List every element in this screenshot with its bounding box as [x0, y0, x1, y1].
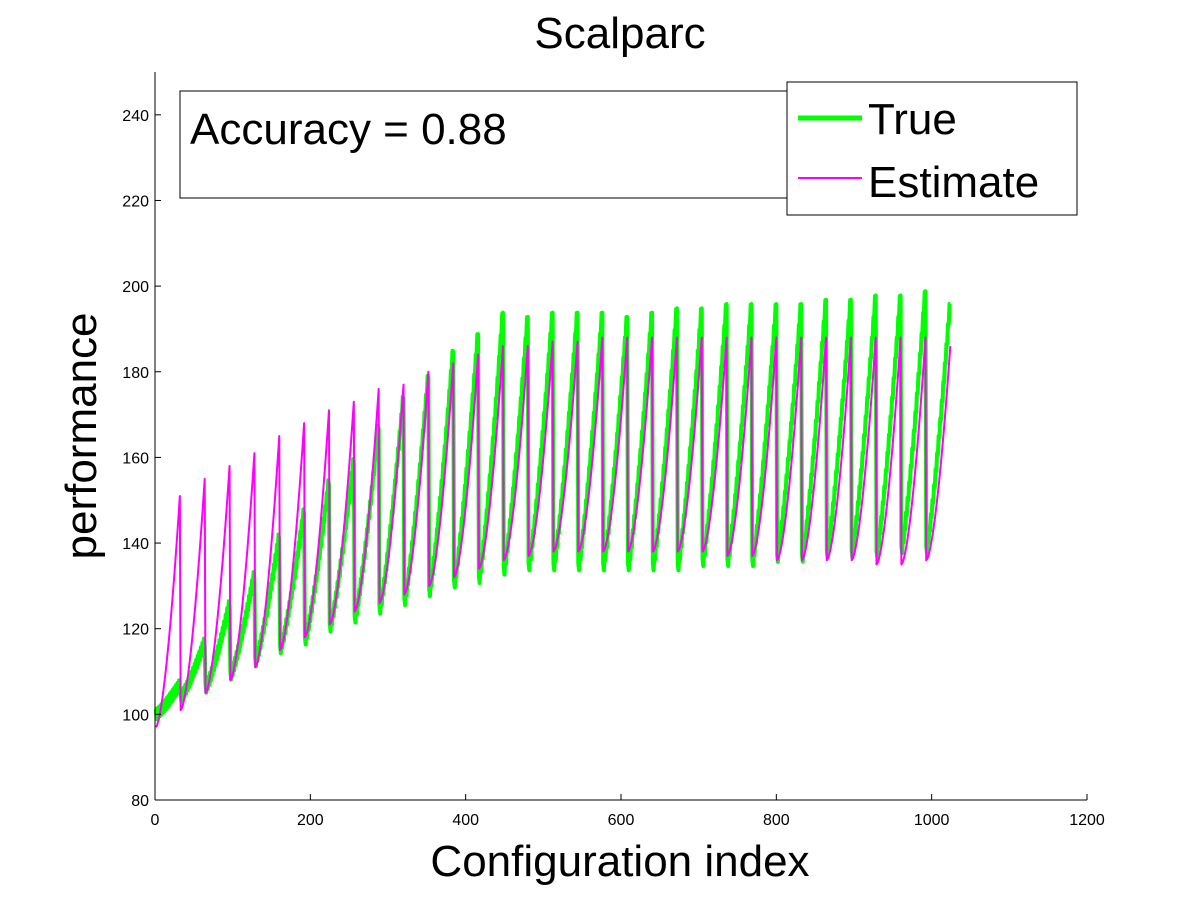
y-tick-label: 200: [122, 279, 149, 296]
y-tick-label: 160: [122, 450, 149, 467]
y-tick-label: 120: [122, 622, 149, 639]
y-tick-label: 220: [122, 193, 149, 210]
ticks-layer: 0 200 400 600 800 1000 1200 80 100 120 140 160 180 20…: [122, 108, 1105, 829]
y-tick-label: 140: [122, 536, 149, 553]
chart-title: Scalparc: [534, 9, 705, 58]
legend-label-true: True: [868, 95, 957, 144]
y-tick-label: 180: [122, 365, 149, 382]
series-line-estimate: [155, 336, 952, 728]
accuracy-annotation: Accuracy = 0.88: [190, 105, 507, 154]
series-layer: [153, 289, 952, 728]
x-tick-label: 1000: [914, 812, 950, 829]
x-tick-label: 1200: [1069, 812, 1105, 829]
x-tick-label: 600: [608, 812, 635, 829]
x-axis-label: Configuration index: [430, 837, 809, 886]
y-tick-label: 100: [122, 707, 149, 724]
x-tick-label: 400: [452, 812, 479, 829]
y-tick-label: 240: [122, 108, 149, 125]
legend-box: [786, 81, 1078, 216]
x-tick-label: 800: [763, 812, 790, 829]
x-tick-label: 200: [297, 812, 324, 829]
y-tick-label: 80: [131, 793, 149, 810]
y-axis-label: performance: [57, 312, 106, 559]
legend: True Estimate: [786, 81, 1078, 216]
annotation-box: Accuracy = 0.88: [179, 90, 792, 199]
x-tick-label: 0: [151, 812, 160, 829]
legend-label-estimate: Estimate: [868, 158, 1039, 207]
